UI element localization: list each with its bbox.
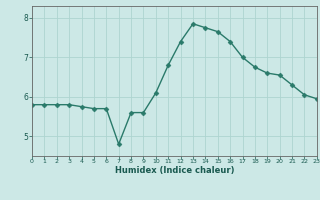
X-axis label: Humidex (Indice chaleur): Humidex (Indice chaleur): [115, 166, 234, 175]
